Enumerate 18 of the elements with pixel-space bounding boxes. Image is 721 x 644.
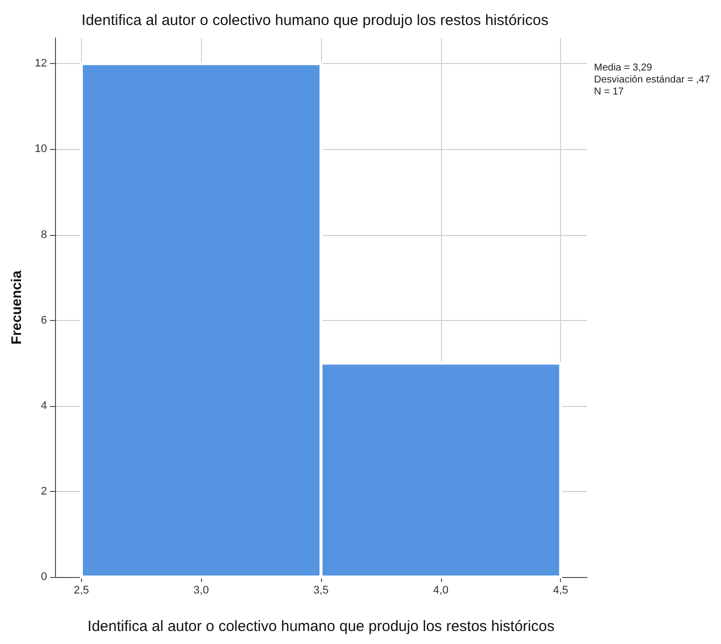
y-tick-label: 8 <box>40 228 47 241</box>
x-tick-label: 2,5 <box>74 584 90 596</box>
y-tick-label: 6 <box>40 314 47 326</box>
x-axis-title: Identifica al autor o colectivo humano que produjo los restos históricos <box>88 618 554 635</box>
y-tick-label: 4 <box>40 400 47 412</box>
text: Media = 3,29 <box>594 62 653 74</box>
y-axis-title: Frecuencia <box>8 270 24 344</box>
x-tick-label: 4,5 <box>552 584 568 596</box>
x-tick-label: 4,0 <box>433 584 448 596</box>
x-tick-label: 3,5 <box>313 584 329 596</box>
chart-title: Identifica al autor o colectivo humano que produjo los restos históricos <box>82 12 548 29</box>
x-tick-label: 3,0 <box>194 584 209 596</box>
y-tick-label: 12 <box>34 58 47 70</box>
y-tick-label: 0 <box>40 571 47 583</box>
y-tick-label: 10 <box>34 143 47 156</box>
y-tick-label: 2 <box>40 485 47 498</box>
text: N = 17 <box>594 86 624 98</box>
text: Desviación estándar = ,47 <box>594 74 710 86</box>
